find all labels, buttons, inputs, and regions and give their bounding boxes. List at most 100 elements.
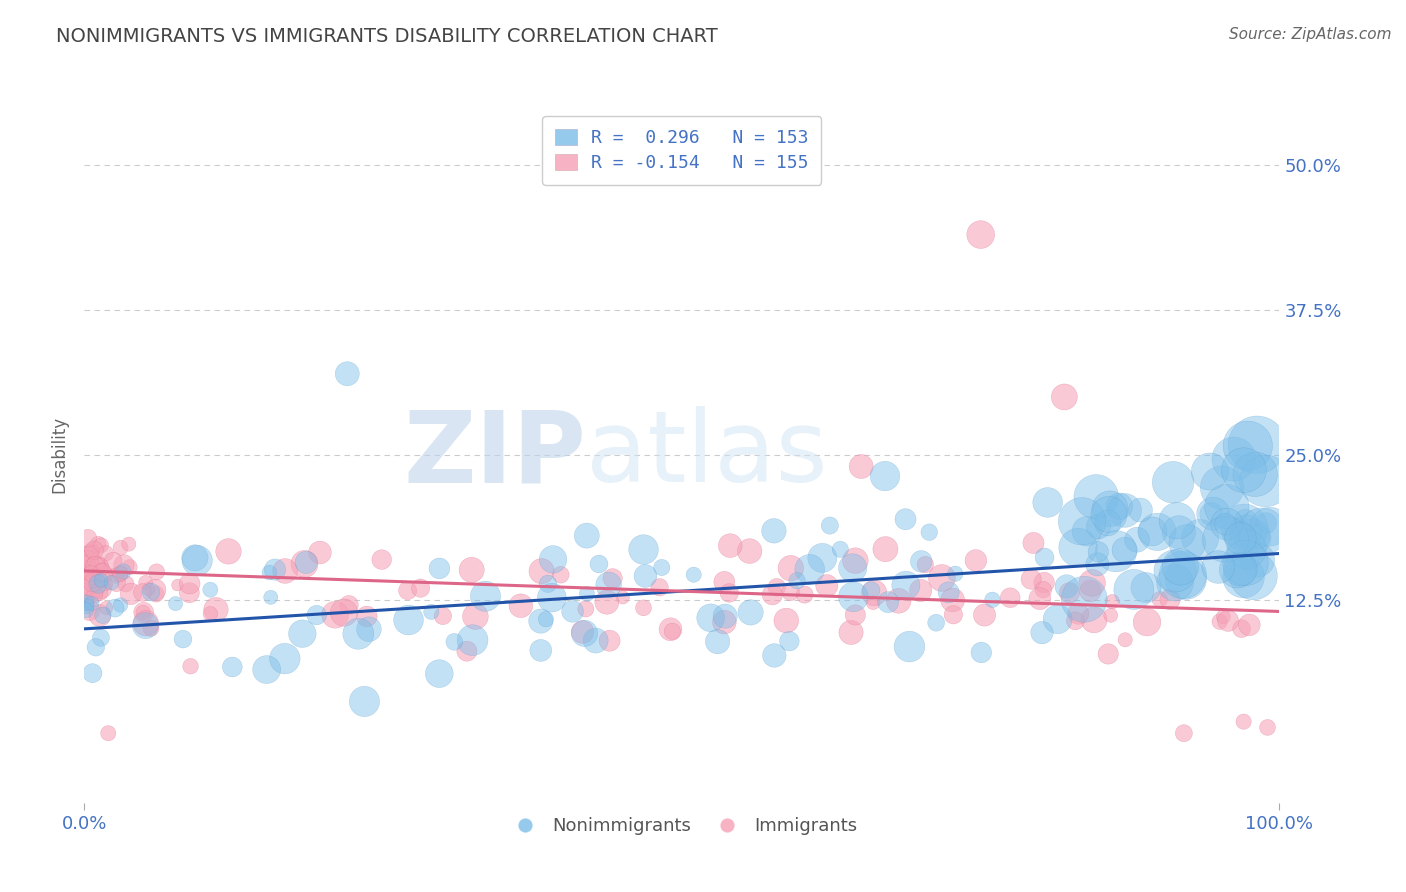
Point xyxy=(110,598,132,612)
Point xyxy=(1161,475,1184,490)
Point xyxy=(1149,592,1171,607)
Point xyxy=(530,564,553,578)
Point xyxy=(887,594,910,608)
Point xyxy=(145,565,167,579)
Point xyxy=(100,575,122,590)
Point xyxy=(1067,607,1090,621)
Point xyxy=(1206,560,1229,574)
Point xyxy=(1033,575,1056,590)
Point xyxy=(762,524,785,538)
Point xyxy=(648,580,671,594)
Point xyxy=(274,651,297,665)
Point xyxy=(863,586,886,600)
Point xyxy=(1202,507,1225,521)
Point xyxy=(309,545,332,559)
Point xyxy=(1241,569,1264,583)
Point xyxy=(165,597,187,611)
Point xyxy=(274,564,297,578)
Point xyxy=(599,633,621,648)
Point xyxy=(96,577,118,591)
Point xyxy=(1236,439,1258,453)
Point xyxy=(77,599,100,613)
Point xyxy=(1064,614,1087,628)
Point xyxy=(256,663,278,677)
Point xyxy=(294,557,316,571)
Point xyxy=(427,666,450,681)
Point xyxy=(633,542,655,557)
Y-axis label: Disability: Disability xyxy=(51,417,69,493)
Point xyxy=(1097,647,1119,661)
Point xyxy=(1029,591,1052,606)
Point xyxy=(1236,542,1258,557)
Point xyxy=(713,574,735,589)
Point xyxy=(765,580,787,594)
Point xyxy=(75,558,97,573)
Point xyxy=(1000,591,1022,605)
Point xyxy=(1081,575,1104,590)
Point xyxy=(370,552,392,566)
Point xyxy=(898,640,921,654)
Point xyxy=(1223,452,1246,467)
Point xyxy=(841,561,863,575)
Point xyxy=(561,604,583,618)
Point xyxy=(89,608,111,623)
Point xyxy=(1234,514,1257,528)
Point xyxy=(575,602,598,616)
Point xyxy=(718,586,741,600)
Point xyxy=(76,531,98,545)
Point xyxy=(844,554,866,568)
Point xyxy=(132,605,155,619)
Point xyxy=(1097,516,1119,530)
Point xyxy=(94,567,117,582)
Point xyxy=(894,512,917,526)
Point xyxy=(1175,536,1198,550)
Point xyxy=(356,609,378,624)
Point xyxy=(1254,474,1277,488)
Point xyxy=(1067,541,1090,555)
Point xyxy=(894,578,917,592)
Point xyxy=(323,607,346,622)
Point xyxy=(76,564,98,578)
Point xyxy=(910,583,932,598)
Point xyxy=(1056,579,1078,593)
Point xyxy=(1246,553,1268,567)
Point xyxy=(259,566,281,580)
Point xyxy=(1211,481,1233,495)
Point xyxy=(775,614,797,628)
Point xyxy=(456,644,478,658)
Point xyxy=(83,573,105,587)
Point xyxy=(1232,570,1254,584)
Point xyxy=(1164,564,1187,578)
Point xyxy=(132,606,155,620)
Point xyxy=(1239,618,1261,632)
Point xyxy=(264,563,287,577)
Point xyxy=(873,469,896,483)
Point xyxy=(1087,545,1109,559)
Point xyxy=(1201,507,1223,521)
Point xyxy=(1114,543,1136,558)
Point xyxy=(541,552,564,566)
Point xyxy=(875,542,897,557)
Point xyxy=(778,634,800,648)
Point xyxy=(104,601,127,615)
Point xyxy=(738,544,761,558)
Text: Source: ZipAtlas.com: Source: ZipAtlas.com xyxy=(1229,27,1392,42)
Point xyxy=(1212,609,1234,624)
Point xyxy=(76,567,98,582)
Point xyxy=(651,560,673,574)
Point xyxy=(699,611,721,625)
Point xyxy=(79,569,101,583)
Point xyxy=(75,591,97,605)
Point xyxy=(398,613,420,627)
Point xyxy=(347,626,370,640)
Point xyxy=(89,585,111,599)
Point xyxy=(1071,514,1094,528)
Point xyxy=(79,603,101,617)
Point xyxy=(1087,519,1109,533)
Point xyxy=(87,558,110,573)
Point xyxy=(90,538,112,552)
Point xyxy=(75,599,97,613)
Point xyxy=(799,562,821,576)
Point xyxy=(1085,490,1108,504)
Point xyxy=(110,567,132,582)
